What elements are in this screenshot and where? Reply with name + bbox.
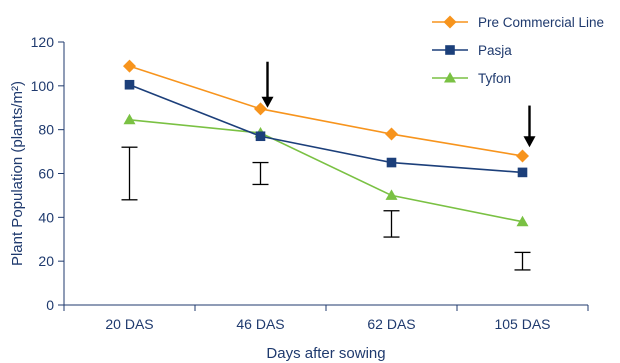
legend-marker — [444, 72, 456, 83]
legend-item: Pasja — [432, 43, 512, 58]
series-lines — [123, 59, 529, 227]
y-tick-label: 100 — [31, 78, 55, 94]
series-tyfon — [123, 113, 529, 227]
legend-label: Tyfon — [478, 71, 511, 86]
error-bar — [514, 251, 531, 271]
y-tick-label: 120 — [31, 34, 55, 50]
data-point — [123, 113, 136, 125]
data-point — [516, 149, 529, 163]
legend-label: Pasja — [478, 43, 512, 58]
x-axis-title: Days after sowing — [266, 345, 385, 362]
data-point — [385, 189, 398, 200]
x-tick-label: 105 DAS — [494, 316, 550, 332]
data-point — [517, 167, 528, 178]
y-tick-label: 0 — [46, 297, 54, 313]
data-point — [124, 79, 135, 90]
down-arrow-icon — [261, 61, 274, 108]
legend-item: Pre Commercial Line — [432, 15, 604, 30]
axes: 0 20 40 60 80 100 120 20 DAS 46 DAS 62 DAS 105 DAS — [31, 34, 589, 332]
series-pasja — [124, 79, 528, 178]
legend-item: Tyfon — [432, 71, 511, 86]
x-tick-label: 62 DAS — [367, 316, 415, 332]
data-point — [386, 157, 397, 168]
x-tick-label: 20 DAS — [105, 316, 153, 332]
down-arrow-icon — [523, 105, 536, 148]
x-tick-label: 46 DAS — [236, 316, 284, 332]
error-bar — [383, 210, 400, 238]
error-bar — [121, 146, 138, 201]
error-bars — [121, 146, 531, 271]
y-tick-label: 80 — [38, 122, 54, 138]
y-tick-label: 40 — [38, 209, 54, 225]
series-pre-commercial-line — [123, 59, 529, 163]
data-point — [385, 127, 398, 141]
legend-marker — [445, 45, 455, 55]
legend-marker — [443, 15, 457, 29]
annotation-arrows — [261, 61, 536, 148]
series-line — [129, 83, 523, 174]
series-line — [129, 65, 523, 157]
arrow-head — [523, 136, 536, 148]
data-point — [123, 59, 136, 73]
y-tick-label: 60 — [38, 166, 54, 182]
legend: Pre Commercial Line Pasja Tyfon — [432, 15, 604, 86]
data-point — [254, 102, 267, 116]
data-point — [516, 215, 529, 227]
error-bar — [252, 161, 269, 186]
legend-label: Pre Commercial Line — [478, 15, 604, 30]
y-tick-label: 20 — [38, 253, 54, 269]
y-axis-title: Plant Population (plants/m²) — [9, 81, 26, 266]
series-line — [129, 119, 523, 223]
data-point — [255, 131, 266, 142]
arrow-head — [261, 96, 274, 108]
